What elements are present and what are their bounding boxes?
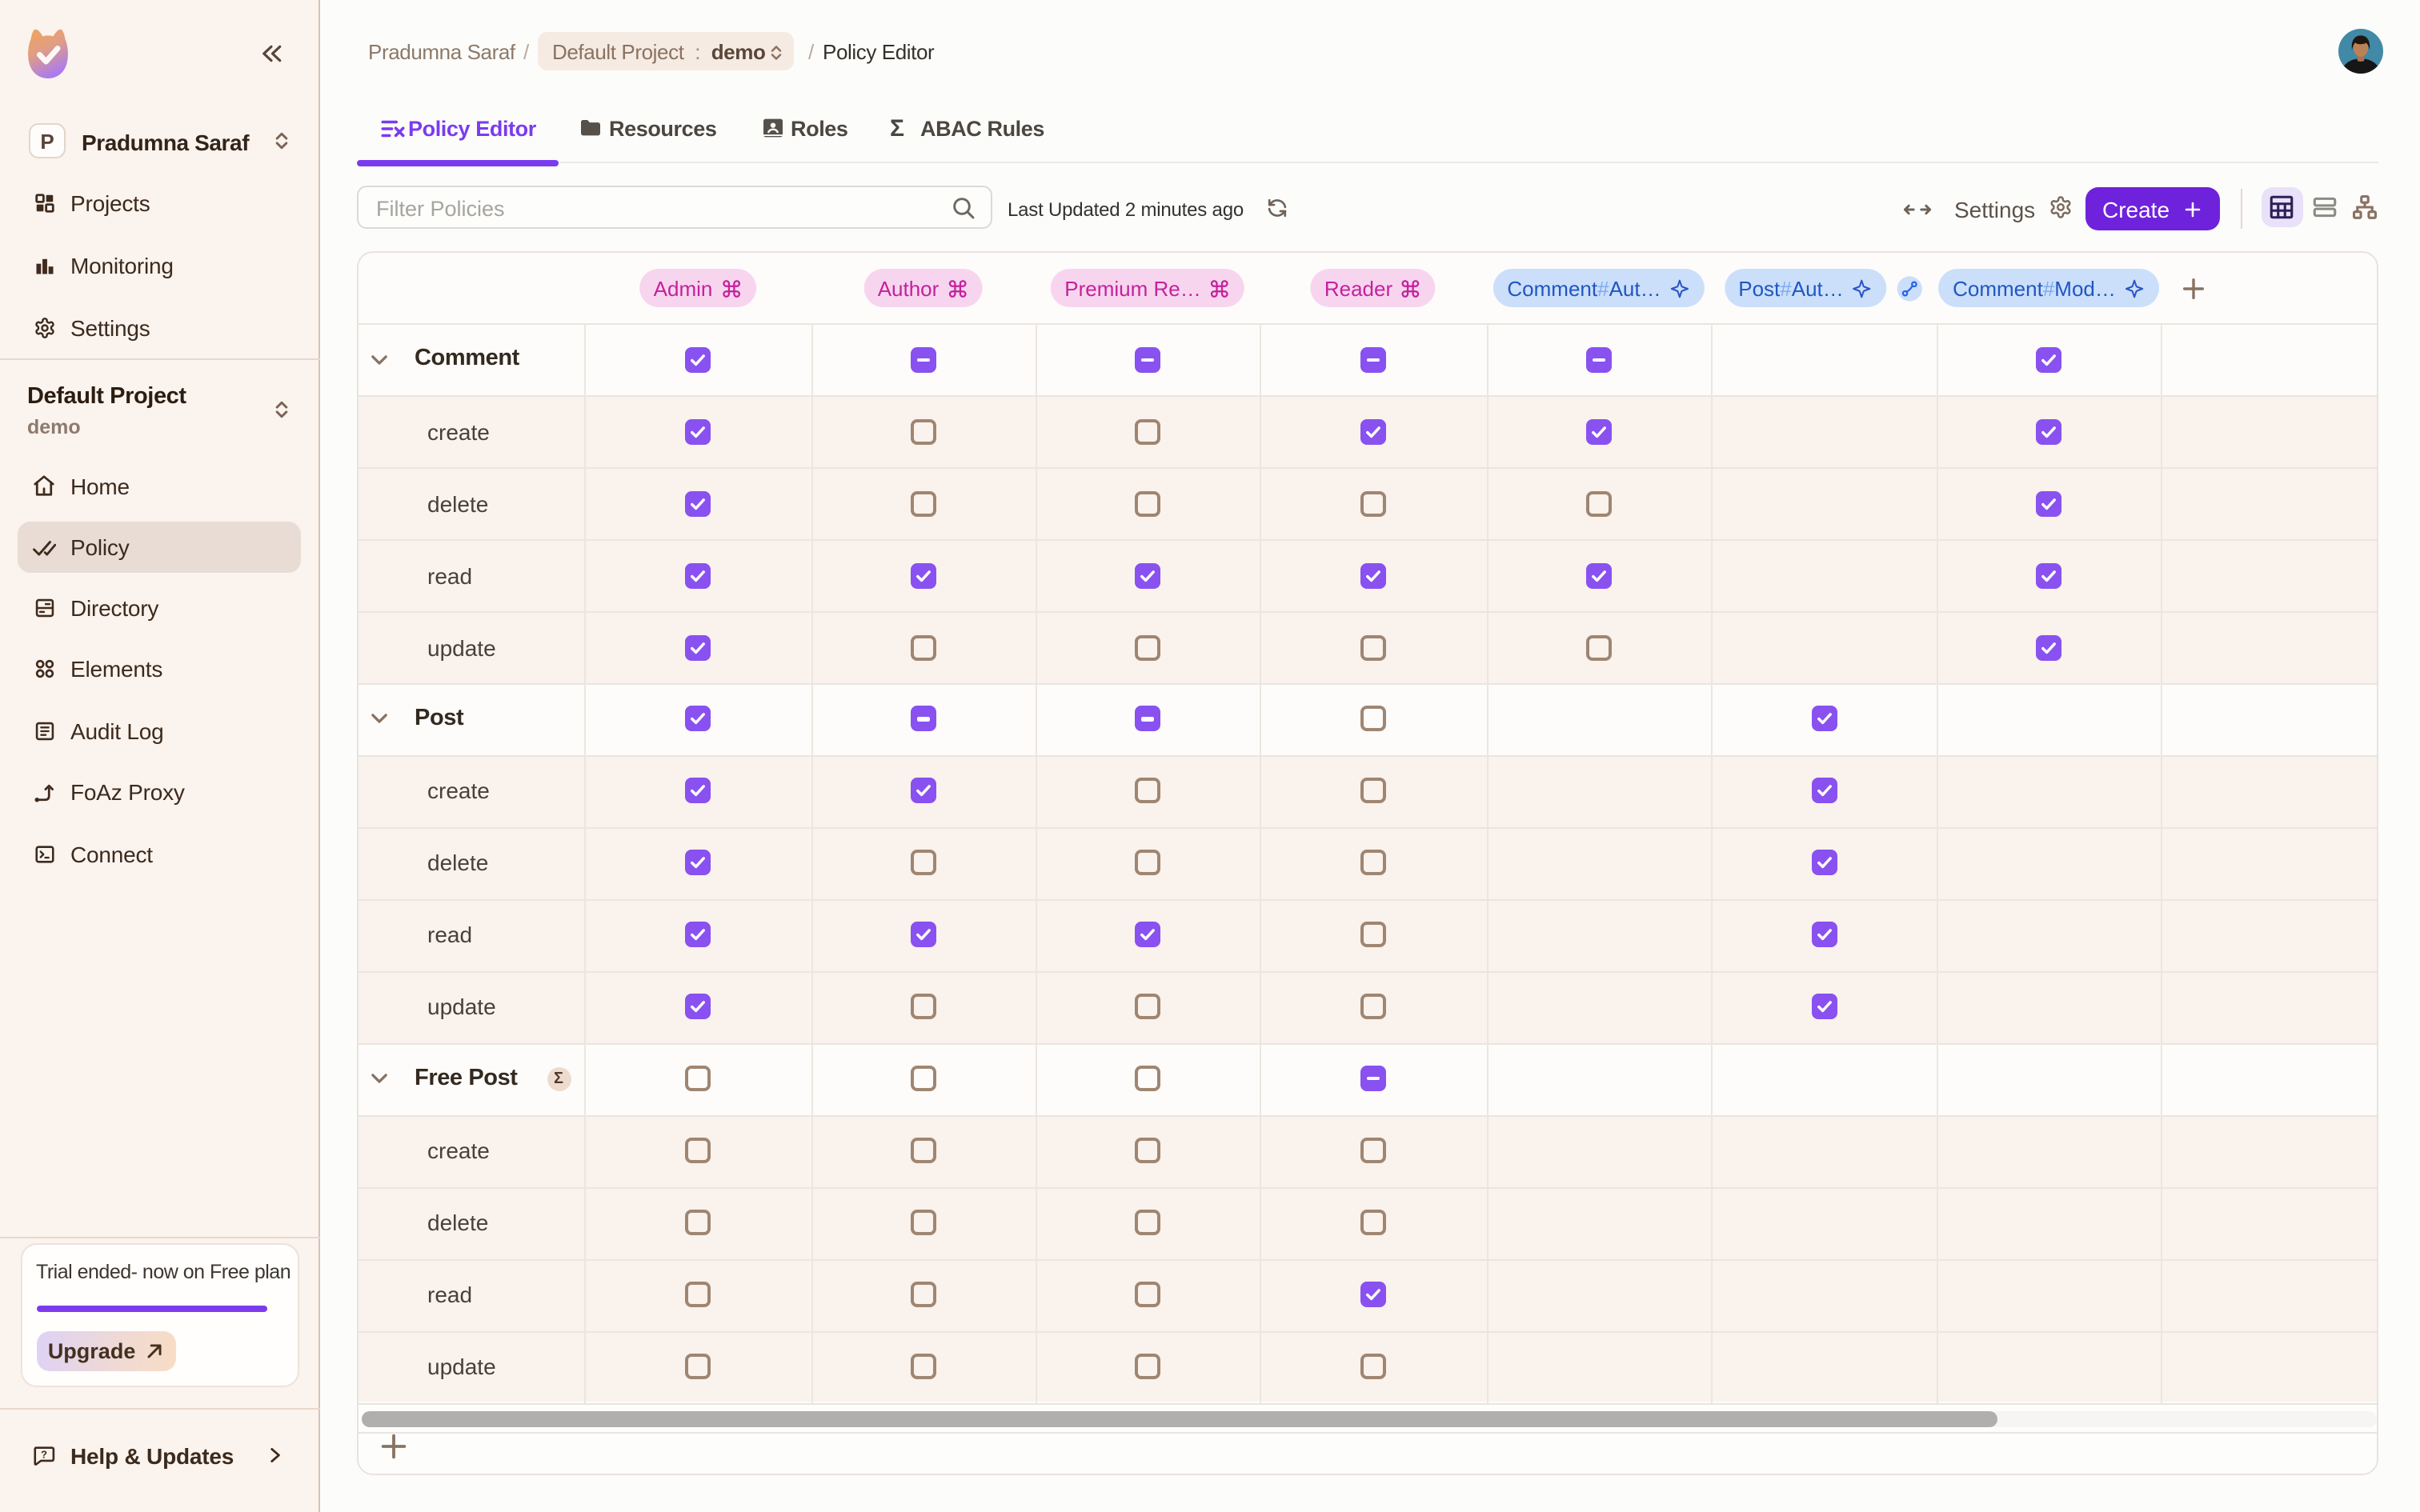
svg-text:?: ? — [41, 1449, 47, 1461]
